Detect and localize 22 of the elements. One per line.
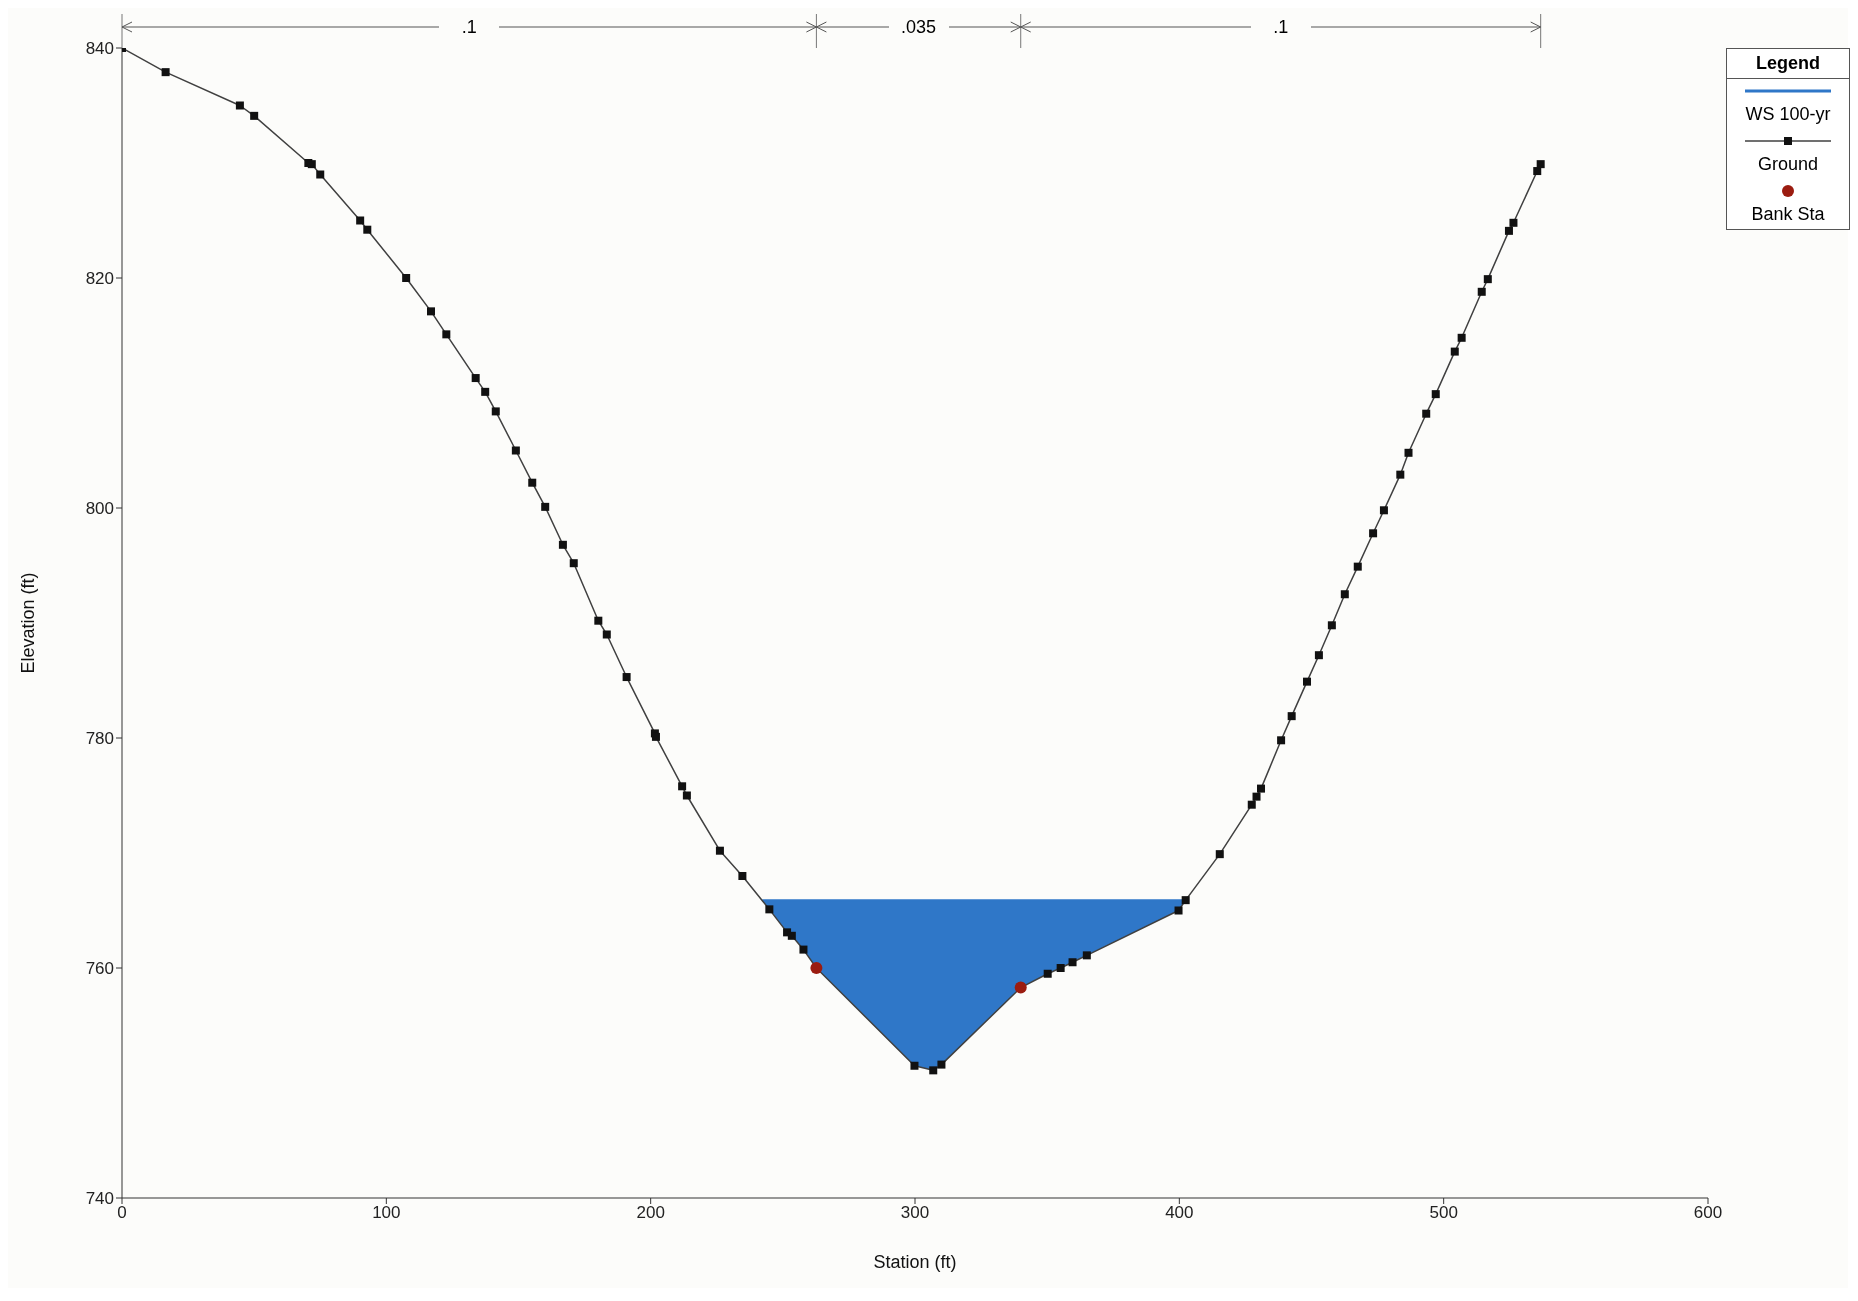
y-tick-label: 800 — [85, 499, 114, 519]
legend-label: Bank Sta — [1750, 204, 1826, 225]
x-tick-label: 300 — [900, 1203, 930, 1223]
text: .1 — [1250, 17, 1311, 37]
legend-label: Ground — [1756, 154, 1819, 175]
x-tick-label: 0 — [117, 1203, 127, 1223]
x-tick-label: 100 — [372, 1203, 401, 1223]
text: .1 — [439, 17, 500, 37]
x-tick-label: 200 — [636, 1203, 665, 1223]
y-tick-label: 780 — [85, 729, 114, 749]
y-tick-label: 740 — [85, 1189, 114, 1209]
x-axis-title: Station (ft) — [873, 1252, 957, 1272]
y-tick-label: 820 — [85, 269, 114, 289]
x-tick-label: 600 — [1693, 1203, 1723, 1223]
text: .035 — [888, 17, 949, 37]
x-tick-label: 500 — [1429, 1203, 1458, 1223]
x-tick-label: 400 — [1165, 1203, 1194, 1223]
legend-label: WS 100-yr — [1744, 104, 1832, 125]
y-tick-label: 840 — [85, 39, 114, 59]
legend-title: Legend — [1727, 49, 1849, 79]
y-axis-title: Elevation (ft) — [18, 572, 39, 674]
y-tick-label: 760 — [85, 959, 114, 979]
